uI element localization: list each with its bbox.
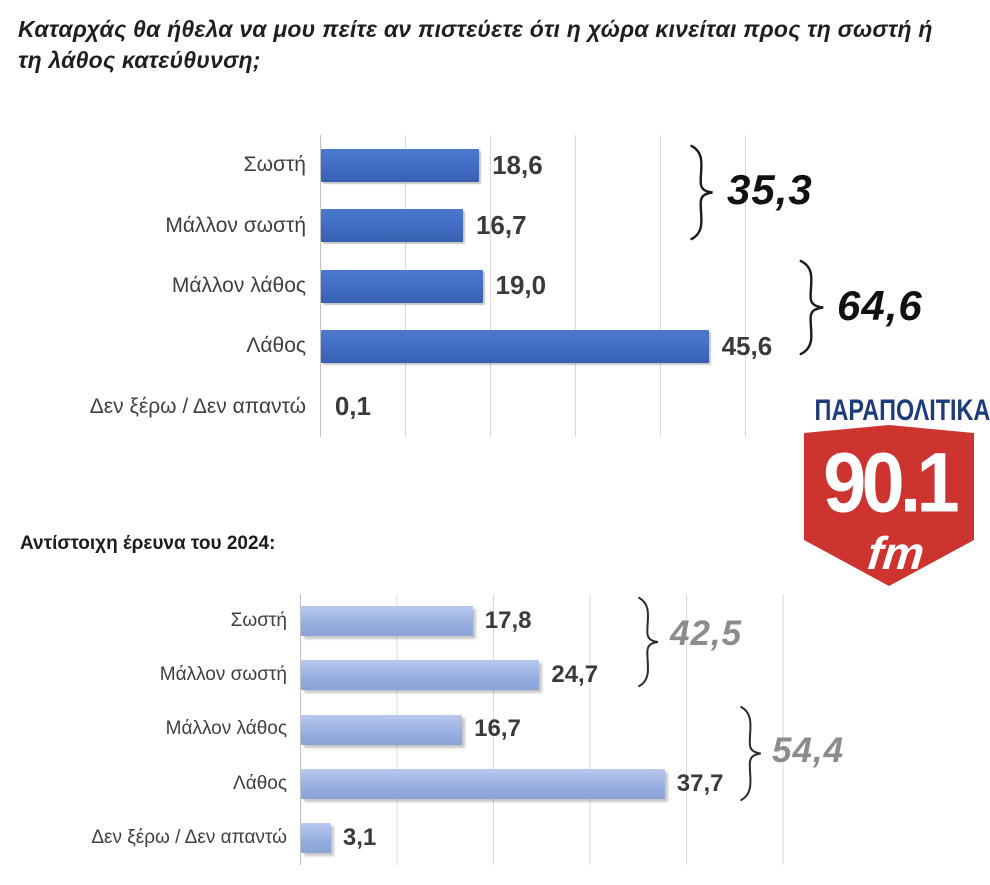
category-label: Δεν ξέρω / Δεν απαντώ [89, 394, 306, 418]
category-label: Δεν ξέρω / Δεν απαντώ [91, 826, 287, 848]
category-label: Μάλλον λάθος [165, 718, 287, 740]
group-total-wrong-direction: 64,6 [837, 282, 923, 329]
brace-icon [797, 259, 827, 356]
bar [301, 606, 473, 637]
category-label: Μάλλον λάθος [171, 273, 306, 297]
category-label: Σωστή [243, 153, 306, 177]
survey-2024-label: Αντίστοιχη έρευνα του 2024: [20, 533, 276, 554]
logo-fm-label: fm [865, 527, 927, 579]
value-label: 0,1 [334, 391, 371, 422]
value-label: 3,1 [342, 823, 377, 851]
bar [301, 822, 331, 853]
category-label: Λάθος [246, 334, 306, 358]
value-label: 18,6 [492, 149, 543, 180]
bar [301, 768, 665, 799]
brace-icon [636, 596, 661, 688]
group-total-wrong-2024: 54,4 [772, 731, 845, 770]
value-label: 17,8 [484, 607, 532, 635]
brace-icon [688, 144, 716, 241]
category-label: Λάθος [233, 772, 287, 794]
group-total-right-direction: 35,3 [727, 166, 813, 213]
value-label: 16,7 [474, 715, 521, 743]
bar [301, 660, 540, 691]
category-label: Μάλλον σωστή [159, 664, 287, 686]
value-label: 19,0 [495, 270, 547, 301]
category-label: Σωστή [230, 610, 287, 632]
bar [321, 269, 483, 303]
value-label: 16,7 [475, 210, 527, 241]
group-total-right-2024: 42,5 [670, 614, 743, 653]
bar [321, 329, 709, 363]
logo-frequency: 90.1 [823, 435, 959, 530]
value-label: 24,7 [551, 661, 599, 689]
brace-icon [738, 705, 764, 802]
bar [321, 148, 480, 182]
bar [321, 209, 463, 243]
logo-shield-icon [804, 425, 974, 586]
bar [301, 714, 463, 745]
value-label: 37,7 [676, 769, 724, 797]
value-label: 45,6 [721, 330, 773, 361]
poll-question-title: Καταρχάς θα ήθελα να μου πείτε αν πιστεύ… [18, 16, 933, 73]
category-label: Μάλλον σωστή [165, 213, 306, 237]
brand-name: ΠΑΡΑΠΟΛΙΤΙΚΑ [814, 394, 990, 427]
